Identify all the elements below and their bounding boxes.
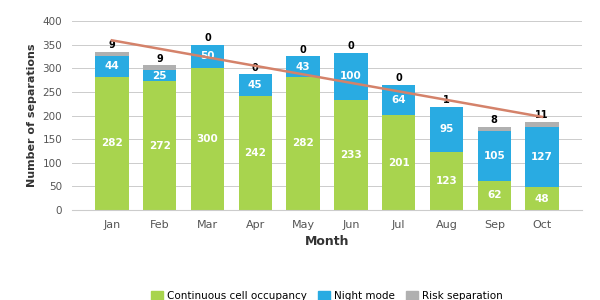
Bar xyxy=(143,82,176,210)
Bar xyxy=(526,122,559,127)
Text: 62: 62 xyxy=(487,190,502,200)
Bar xyxy=(382,115,415,210)
Text: 100: 100 xyxy=(340,71,362,81)
Bar xyxy=(239,96,272,210)
Text: 242: 242 xyxy=(244,148,266,158)
Legend: Continuous cell occupancy, Night mode, Risk separation: Continuous cell occupancy, Night mode, R… xyxy=(146,287,508,300)
Bar xyxy=(95,52,128,56)
Bar xyxy=(143,70,176,82)
Text: 233: 233 xyxy=(340,150,362,160)
Bar xyxy=(334,100,368,210)
Bar xyxy=(191,45,224,68)
Bar xyxy=(430,152,463,210)
Bar xyxy=(478,181,511,210)
Text: 0: 0 xyxy=(347,41,354,51)
Bar xyxy=(526,187,559,210)
Bar xyxy=(286,56,320,77)
Text: 8: 8 xyxy=(491,116,498,125)
Text: 105: 105 xyxy=(484,151,505,161)
Text: 64: 64 xyxy=(391,95,406,105)
Text: 48: 48 xyxy=(535,194,550,204)
Bar xyxy=(95,56,128,77)
Text: 0: 0 xyxy=(252,62,259,73)
Text: 95: 95 xyxy=(439,124,454,134)
Text: 282: 282 xyxy=(292,138,314,148)
Bar xyxy=(239,74,272,96)
Text: 127: 127 xyxy=(531,152,553,162)
Text: 9: 9 xyxy=(109,40,115,50)
Text: 300: 300 xyxy=(197,134,218,144)
Text: 44: 44 xyxy=(104,61,119,71)
Text: 9: 9 xyxy=(157,53,163,64)
Bar xyxy=(382,85,415,115)
Bar xyxy=(191,68,224,210)
Bar xyxy=(430,107,463,152)
Text: 11: 11 xyxy=(535,110,549,120)
Bar xyxy=(95,77,128,210)
Text: 0: 0 xyxy=(204,33,211,43)
Text: 272: 272 xyxy=(149,141,170,151)
Text: 1: 1 xyxy=(443,94,450,105)
Text: 123: 123 xyxy=(436,176,457,186)
Bar xyxy=(143,65,176,70)
Text: 25: 25 xyxy=(152,70,167,81)
Text: 282: 282 xyxy=(101,138,123,148)
Text: 45: 45 xyxy=(248,80,263,90)
Text: 43: 43 xyxy=(296,61,310,72)
Text: 50: 50 xyxy=(200,51,215,62)
Bar xyxy=(430,106,463,107)
Text: 0: 0 xyxy=(395,73,402,83)
Text: 201: 201 xyxy=(388,158,410,167)
Bar xyxy=(286,77,320,210)
X-axis label: Month: Month xyxy=(305,235,349,248)
Bar xyxy=(478,131,511,181)
Bar xyxy=(526,127,559,187)
Bar xyxy=(478,127,511,131)
Text: 0: 0 xyxy=(300,44,307,55)
Y-axis label: Number of separations: Number of separations xyxy=(27,44,37,187)
Bar xyxy=(334,53,368,100)
